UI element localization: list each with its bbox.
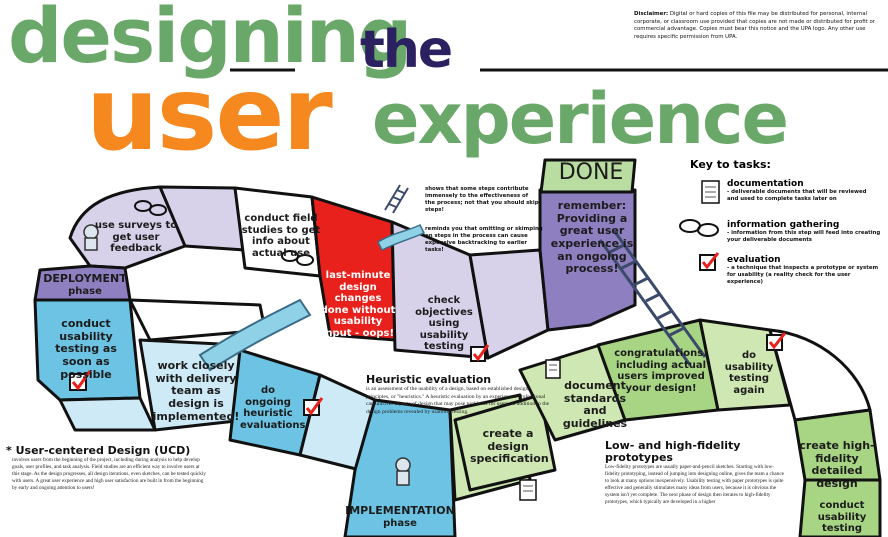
- heuristic-text: is an assessment of the usability of a d…: [366, 386, 550, 415]
- implementation-title: IMPLEMENTATION: [345, 504, 455, 517]
- space-work-left: [58, 396, 157, 432]
- lowhigh-block: Low- and high-fidelity prototypes Low-fi…: [605, 439, 785, 506]
- key-title-gathering: information gathering: [727, 220, 840, 230]
- space-work-label: work closely with delivery team as desig…: [152, 359, 240, 423]
- disclaimer-text: Digital or hard copies of this file may …: [634, 11, 876, 40]
- ucd-block: * User-centered Design (UCD) involves us…: [6, 444, 206, 492]
- ucd-text: involves users from the beginning of the…: [12, 457, 206, 492]
- key-item-gathering: information gathering - information from…: [727, 220, 882, 244]
- space-again-label: do usability testing again: [724, 350, 774, 396]
- key-desc-gathering: - information from this step will feed i…: [727, 230, 881, 244]
- space-conduct2: [798, 478, 882, 537]
- legend-ladder-icon: [384, 184, 409, 214]
- disclaimer: Disclaimer: Digital or hard copies of th…: [634, 11, 880, 41]
- heuristic-block: Heuristic evaluation is an assessment of…: [366, 373, 552, 416]
- space-conduct2-label: conduct usability testing: [817, 500, 867, 534]
- space-heuristic-label: do ongoing heuristic evaluations: [240, 385, 306, 431]
- pawn-icon: [83, 224, 411, 486]
- implementation-sub: phase: [383, 517, 417, 529]
- deployment-title: DEPLOYMENT: [43, 272, 127, 285]
- key-desc-documentation: - deliverable documents that will be rev…: [727, 189, 867, 203]
- ucd-star: *: [6, 444, 12, 457]
- space-document-label: document standards and guidelines: [562, 379, 628, 430]
- space-congrats-label: congratulations! including actual users …: [614, 348, 708, 394]
- glasses-icon: [134, 200, 719, 266]
- ucd-title: User-centered Design (UCD): [15, 444, 191, 457]
- space-done-label: DONE: [558, 160, 624, 185]
- heuristic-title: Heuristic evaluation: [366, 373, 492, 386]
- space-deployment-label: DEPLOYMENT phase: [40, 272, 130, 297]
- disclaimer-label: Disclaimer:: [634, 11, 669, 17]
- key-item-documentation: documentation - deliverable documents th…: [727, 179, 877, 203]
- legend-slide-icon: [377, 224, 426, 252]
- space-spec-label: create a design specification: [470, 427, 549, 466]
- space-surveys-label: use surveys to get user feedback: [94, 220, 178, 254]
- lowhigh-text: Low-fidelity prototypes are usually pape…: [605, 464, 784, 506]
- legend-ladder-text: shows that some steps contribute immense…: [425, 186, 539, 214]
- slide-icon: [198, 298, 312, 372]
- deployment-sub: phase: [68, 285, 102, 297]
- space-implementation-label: IMPLEMENTATION phase: [340, 504, 460, 529]
- title-the: the: [360, 20, 453, 80]
- title-user: user: [86, 55, 333, 174]
- space-field-label: conduct field studies to get info about …: [241, 213, 321, 259]
- key-item-evaluation: evaluation - a technique that inspects a…: [727, 255, 882, 286]
- key-desc-evaluation: - a technique that inspects a prototype …: [727, 265, 879, 286]
- space-asap-label: conduct usability testing as soon as pos…: [55, 317, 117, 381]
- space-lastminute: [310, 195, 397, 342]
- space-checkobj-label: check objectives using usability testing: [415, 295, 473, 352]
- title-designing: designing: [8, 0, 412, 80]
- legend-slide-text: reminds you that omitting or skimping on…: [425, 226, 543, 254]
- space-hifi-label: create high-fidelity detailed design: [799, 439, 875, 490]
- key-heading: Key to tasks:: [690, 158, 771, 171]
- space-spec: [453, 393, 557, 492]
- ladder-icon: [598, 231, 707, 366]
- key-title-evaluation: evaluation: [727, 255, 781, 265]
- space-remember: [538, 188, 637, 332]
- lowhigh-title: Low- and high-fidelity prototypes: [605, 439, 741, 465]
- space-lastminute-label: last-minute design changes done without …: [320, 270, 396, 339]
- space-remember-label: remember: Providing a great user experie…: [550, 199, 634, 276]
- title-experience: experience: [372, 78, 789, 160]
- key-title-documentation: documentation: [727, 179, 804, 189]
- space-done: [539, 158, 637, 194]
